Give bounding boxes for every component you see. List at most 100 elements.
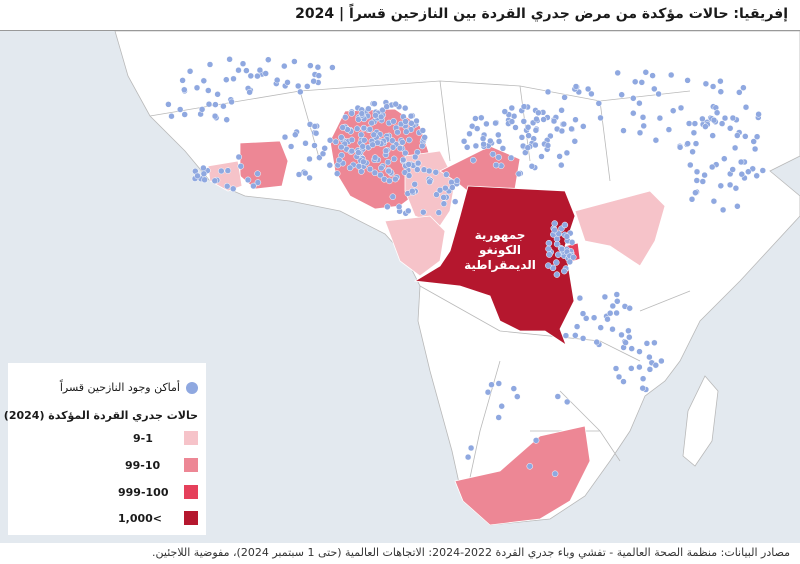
location-dot (713, 109, 721, 116)
location-dot (570, 254, 577, 261)
location-dot (579, 310, 587, 317)
location-dot (371, 169, 379, 177)
location-dot (560, 120, 568, 128)
location-dot (554, 393, 562, 400)
location-dot (377, 113, 385, 121)
location-dot (311, 142, 318, 149)
location-dot (443, 171, 450, 178)
location-dot (314, 63, 322, 71)
location-dot (281, 133, 289, 141)
location-dot (165, 101, 172, 108)
location-dot (395, 203, 403, 211)
location-dot (420, 208, 427, 216)
location-dot (551, 226, 558, 234)
location-dot (369, 141, 376, 149)
location-dot (640, 122, 647, 130)
location-dot (498, 402, 505, 410)
location-dot (558, 107, 565, 114)
location-dot (365, 105, 372, 113)
location-dot (281, 62, 288, 70)
location-dot (449, 184, 456, 191)
legend-item: 1,000< (118, 512, 163, 525)
location-dot (181, 111, 188, 118)
location-dot (613, 291, 621, 298)
location-dot (235, 153, 243, 161)
location-dot (405, 161, 412, 168)
location-dot (676, 144, 684, 151)
location-dot (561, 221, 569, 229)
location-dot (384, 203, 391, 211)
location-dot (464, 453, 472, 461)
location-dot (385, 167, 392, 175)
location-dot (545, 245, 552, 253)
location-dot (651, 339, 658, 347)
location-dot (366, 165, 374, 173)
location-dot (572, 83, 580, 90)
location-dot (247, 72, 255, 80)
location-dot (244, 176, 252, 184)
location-dot (492, 161, 500, 169)
location-dot (426, 178, 433, 186)
location-dot (411, 181, 418, 188)
location-dot (639, 114, 647, 121)
location-dot (483, 120, 490, 128)
location-dot (692, 140, 700, 147)
location-dot (566, 258, 574, 266)
location-dot (336, 156, 343, 164)
location-dot (677, 104, 685, 112)
location-dot (708, 163, 716, 171)
location-dot (584, 85, 592, 93)
location-dot (687, 161, 694, 169)
location-dot (726, 181, 734, 189)
location-dot (510, 385, 518, 392)
location-dot (508, 118, 516, 125)
map-label-line: الكونغو (479, 243, 521, 257)
location-dot (740, 84, 747, 91)
location-dot (228, 98, 235, 106)
location-dot (389, 193, 397, 200)
location-dot (665, 126, 673, 133)
location-dot (615, 373, 623, 381)
location-dot (390, 155, 398, 163)
location-dot (301, 169, 309, 177)
location-dot (499, 145, 507, 152)
legend-item: 9-1 (133, 432, 153, 445)
location-dot (631, 78, 639, 86)
location-dot (526, 463, 534, 470)
location-dot (338, 134, 345, 141)
location-dot (402, 118, 409, 125)
location-dot (206, 61, 214, 68)
location-dot (421, 134, 428, 141)
location-dot (595, 100, 603, 107)
location-dot (702, 80, 710, 88)
location-dot (507, 154, 515, 162)
location-dot (212, 101, 219, 108)
location-dot (556, 153, 563, 160)
location-dot (433, 191, 440, 198)
location-dot (669, 107, 677, 114)
location-dot (396, 144, 404, 152)
location-dot (399, 139, 406, 146)
location-dot (721, 114, 729, 122)
location-dot (382, 147, 390, 155)
location-dot (606, 309, 614, 317)
location-dot (394, 128, 401, 136)
location-dot (555, 230, 562, 237)
location-dot (568, 239, 576, 246)
location-dot (311, 123, 319, 130)
location-dot (538, 153, 545, 160)
location-dot (495, 154, 502, 161)
location-dot (593, 338, 600, 346)
legend: أماكن وجود النازحين قسراً حالات جدري الق… (4, 363, 206, 535)
location-dot (239, 60, 247, 67)
location-dot (658, 357, 665, 365)
location-dot (408, 120, 415, 127)
location-dot (563, 233, 571, 240)
location-dot (371, 100, 378, 107)
location-dot (572, 332, 579, 339)
location-dot (561, 267, 568, 275)
location-dot (553, 240, 561, 248)
location-dot (389, 144, 397, 151)
location-dot (515, 170, 523, 178)
location-dot (357, 131, 365, 139)
